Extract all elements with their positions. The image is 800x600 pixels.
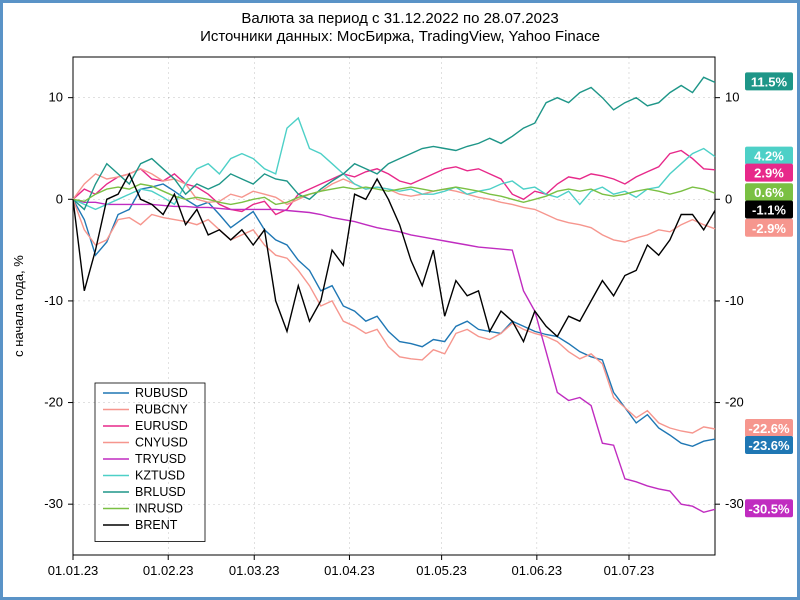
end-label: -22.6%	[748, 421, 790, 436]
chart-title-line1: Валюта за период с 31.12.2022 по 28.07.2…	[241, 10, 558, 27]
tick-x-label: 01.07.23	[604, 563, 655, 578]
tick-y-label-left: 0	[56, 191, 63, 206]
end-label: -23.6%	[748, 438, 790, 453]
legend-label: BRLUSD	[135, 485, 186, 499]
end-label: -2.9%	[752, 221, 786, 236]
end-label: -30.5%	[748, 501, 790, 516]
legend-label: INRUSD	[135, 502, 183, 516]
tick-y-label-right: -10	[725, 293, 744, 308]
legend-label: TRYUSD	[135, 452, 186, 466]
tick-y-label-right: 0	[725, 191, 732, 206]
end-label: -1.1%	[752, 202, 786, 217]
series-brent	[73, 174, 715, 342]
legend-label: EURUSD	[135, 419, 188, 433]
tick-y-label-right: -30	[725, 496, 744, 511]
series-eurusd	[73, 151, 715, 215]
currency-chart: Валюта за период с 31.12.2022 по 28.07.2…	[3, 3, 797, 597]
legend-label: RUBUSD	[135, 386, 188, 400]
chart-title-line2: Источники данных: МосБиржа, TradingView,…	[200, 28, 600, 45]
legend-label: KZTUSD	[135, 469, 185, 483]
end-label: 11.5%	[751, 74, 788, 89]
tick-x-label: 01.04.23	[324, 563, 375, 578]
legend-label: BRENT	[135, 518, 178, 532]
tick-y-label-left: -20	[44, 395, 63, 410]
tick-x-label: 01.06.23	[512, 563, 563, 578]
legend-label: CNYUSD	[135, 436, 188, 450]
tick-y-label-left: 10	[49, 90, 63, 105]
tick-x-label: 01.05.23	[416, 563, 467, 578]
tick-y-label-left: -10	[44, 293, 63, 308]
tick-x-label: 01.02.23	[143, 563, 194, 578]
legend-label: RUBCNY	[135, 403, 188, 417]
tick-y-label-left: -30	[44, 496, 63, 511]
tick-y-label-right: 10	[725, 90, 739, 105]
y-axis-label: с начала года, %	[11, 255, 26, 357]
tick-x-label: 01.01.23	[48, 563, 99, 578]
end-label: 2.9%	[754, 166, 784, 181]
tick-y-label-right: -20	[725, 395, 744, 410]
end-label: 0.6%	[754, 185, 784, 200]
end-label: 4.2%	[754, 149, 784, 164]
tick-x-label: 01.03.23	[229, 563, 280, 578]
